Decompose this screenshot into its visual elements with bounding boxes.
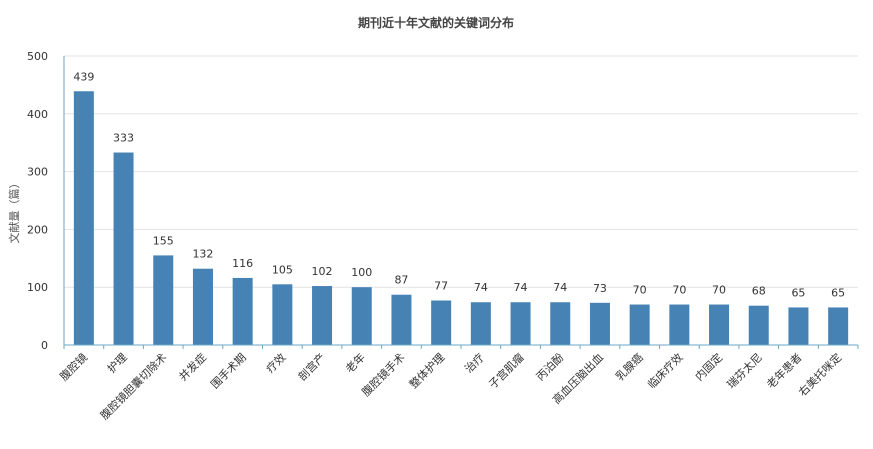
bar: [550, 302, 571, 345]
bar: [272, 284, 293, 345]
y-axis-label: 文献量（篇）: [7, 178, 21, 244]
data-label: 65: [791, 286, 805, 299]
x-tick-label: 内固定: [692, 350, 725, 383]
x-tick-label: 子宫肌瘤: [486, 350, 527, 391]
bar: [431, 300, 452, 345]
x-tick-label: 围手术期: [208, 350, 249, 391]
bar: [391, 294, 412, 345]
data-label: 74: [474, 281, 488, 294]
bar: [153, 255, 174, 345]
bar: [192, 268, 213, 345]
bar: [709, 304, 730, 345]
bar: [748, 305, 769, 345]
data-label: 100: [351, 266, 372, 279]
bar: [629, 304, 650, 345]
x-tick-label: 腹腔镜: [57, 350, 90, 383]
bar: [470, 302, 491, 345]
gridlines: [64, 55, 858, 288]
data-label: 102: [312, 265, 333, 278]
y-tick-label: 0: [41, 339, 48, 352]
data-label: 439: [73, 70, 94, 83]
data-label: 73: [593, 282, 607, 295]
data-label: 116: [232, 257, 253, 270]
x-tick-label: 右美托咪定: [795, 350, 844, 399]
y-axis-ticks: 0 100 200 300 400 500: [27, 50, 48, 352]
bar: [788, 307, 809, 345]
data-label: 74: [514, 281, 528, 294]
data-label: 74: [553, 281, 567, 294]
bar: [232, 277, 253, 345]
y-tick-label: 100: [27, 281, 48, 294]
bar: [113, 152, 134, 345]
data-label: 132: [192, 248, 213, 261]
y-tick-label: 300: [27, 166, 48, 179]
x-tick-label: 腹腔镜胆囊切除术: [97, 350, 169, 422]
x-tick-label: 瑞芬太尼: [724, 350, 765, 391]
bar: [510, 302, 531, 345]
bar: [351, 287, 372, 345]
data-label: 77: [434, 279, 448, 292]
chart-title: 期刊近十年文献的关键词分布: [358, 15, 514, 30]
bar: [312, 286, 333, 345]
data-label: 155: [153, 234, 174, 247]
x-tick-label: 腹腔镜手术: [359, 350, 408, 399]
y-tick-label: 400: [27, 108, 48, 121]
data-label: 68: [752, 285, 766, 298]
x-tick-label: 疗效: [263, 350, 288, 375]
x-tick-label: 老年患者: [764, 350, 805, 391]
y-tick-label: 200: [27, 223, 48, 236]
x-tick-label: 护理: [104, 350, 129, 375]
bars: [73, 91, 849, 346]
x-tick-label: 丙泊酚: [533, 350, 566, 383]
x-tick-label: 老年: [342, 350, 367, 375]
data-label: 87: [394, 274, 408, 287]
bar: [828, 307, 849, 345]
data-label: 65: [831, 286, 845, 299]
x-tick-label: 乳腺癌: [613, 350, 646, 383]
x-tick-label: 临床疗效: [644, 350, 685, 391]
x-tick-label: 整体护理: [406, 350, 447, 391]
data-label: 105: [272, 263, 293, 276]
bar: [589, 302, 610, 345]
x-tick-label: 剖宫产: [295, 350, 328, 383]
data-label: 70: [712, 284, 726, 297]
data-label: 333: [113, 132, 134, 145]
data-labels: 439 333 155 132 116 105 102 100 87 77 74 74 74 73 70 70…: [73, 70, 845, 299]
bar: [669, 304, 690, 345]
bar: [73, 91, 94, 346]
y-tick-label: 500: [27, 50, 48, 63]
data-label: 70: [633, 284, 647, 297]
data-label: 70: [672, 284, 686, 297]
x-tick-label: 并发症: [176, 350, 209, 383]
x-tick-label: 治疗: [462, 350, 487, 375]
